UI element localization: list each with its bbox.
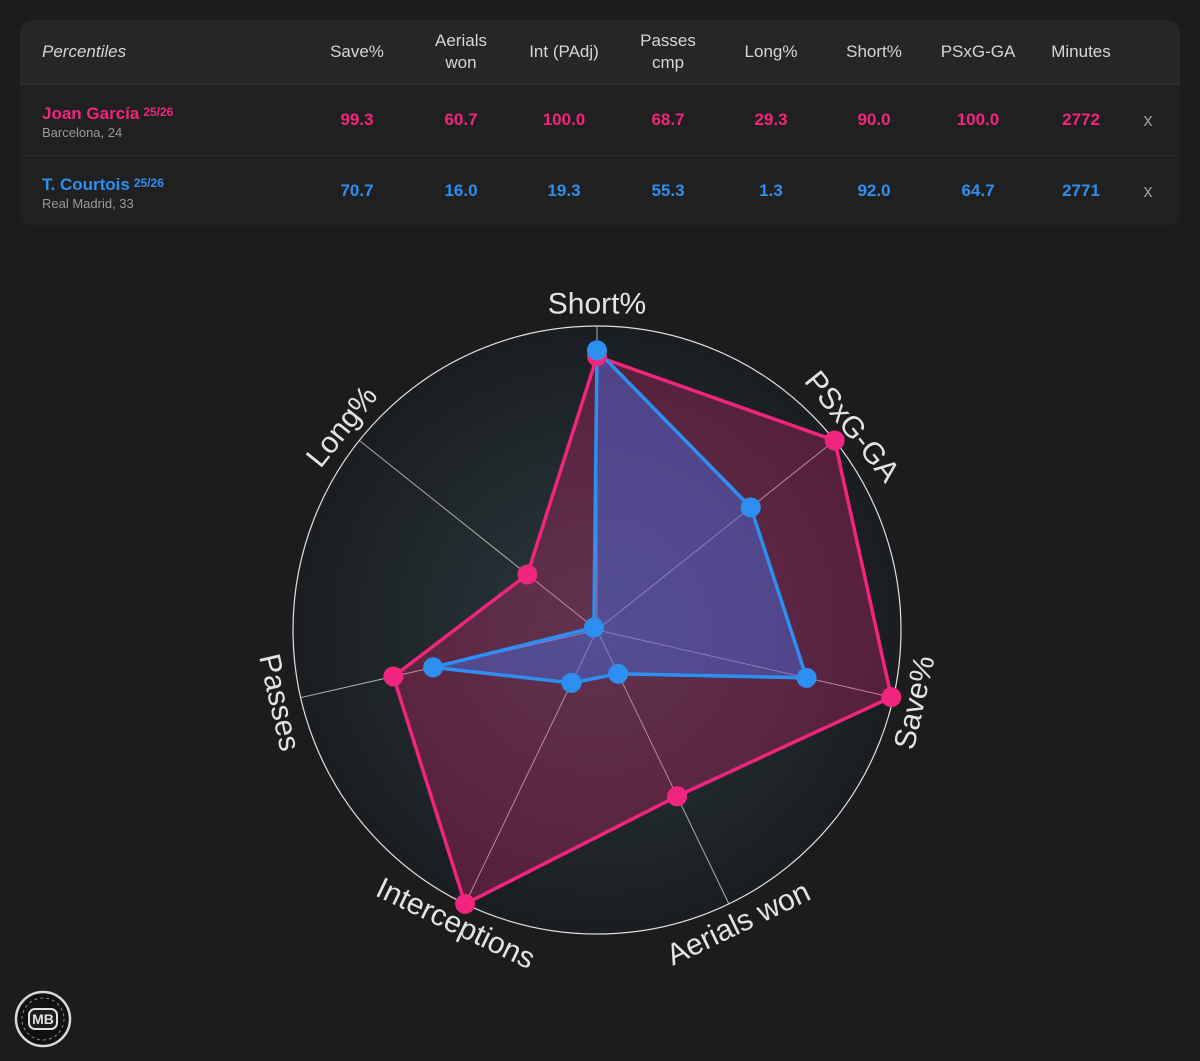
radar-series-area — [391, 354, 894, 906]
table-header-row: Percentiles Save% Aerials won Int (PAdj) Pa… — [20, 20, 1180, 85]
radar-data-point[interactable] — [583, 617, 604, 638]
radar-data-point[interactable] — [881, 687, 902, 708]
stat-value: 55.3 — [651, 181, 685, 200]
radar-data-point[interactable] — [517, 564, 538, 585]
radar-data-point[interactable] — [455, 893, 476, 914]
stat-value: 16.0 — [444, 181, 478, 200]
stat-value: 70.7 — [340, 181, 374, 200]
percentiles-table: Percentiles Save% Aerials won Int (PAdj) Pa… — [20, 20, 1180, 226]
remove-player-button[interactable]: x — [1143, 110, 1153, 130]
column-header[interactable]: Save% — [330, 42, 384, 61]
remove-player-button[interactable]: x — [1143, 181, 1153, 201]
table-title: Percentiles — [42, 42, 127, 61]
radar-data-point[interactable] — [608, 663, 629, 684]
player-club-age: Real Madrid, 33 — [42, 196, 134, 211]
column-header[interactable]: Short% — [846, 42, 902, 61]
player-row-garcia: Joan García 25/26 Barcelona, 24 99.3 60.7 1… — [20, 85, 1180, 156]
stat-value: 100.0 — [542, 110, 586, 129]
radar-spoke — [596, 440, 835, 631]
column-header[interactable]: Int (PAdj) — [529, 42, 599, 61]
column-header[interactable]: PSxG-GA — [940, 42, 1016, 61]
player-season: 25/26 — [143, 105, 174, 119]
radar-series-area — [431, 348, 809, 685]
logo-text: MB — [32, 1011, 54, 1027]
stat-value: 29.3 — [754, 110, 788, 129]
stat-value: 60.7 — [444, 110, 478, 129]
radar-data-point[interactable] — [561, 672, 582, 693]
radar-axis-label: Short% — [548, 288, 646, 321]
radar-data-point[interactable] — [667, 786, 688, 807]
radar-data-point[interactable] — [796, 667, 817, 688]
radar-data-point[interactable] — [383, 666, 404, 687]
radar-data-point[interactable] — [587, 340, 607, 361]
radar-data-point[interactable] — [423, 657, 444, 678]
stat-value: 1.3 — [759, 181, 783, 200]
player-name[interactable]: Joan García — [42, 104, 140, 123]
player-row-courtois: T. Courtois 25/26 Real Madrid, 33 70.7 16.… — [20, 156, 1180, 226]
radar-data-point[interactable] — [824, 430, 845, 451]
stat-value: 2771 — [1062, 181, 1100, 200]
player-season: 25/26 — [133, 176, 164, 190]
stat-value: 64.7 — [961, 181, 995, 200]
player-name[interactable]: T. Courtois — [42, 175, 130, 194]
column-header[interactable]: Long% — [744, 42, 798, 61]
stat-value: 90.0 — [857, 110, 891, 129]
stat-value: 100.0 — [956, 110, 1000, 129]
radar-spoke — [596, 629, 894, 699]
stat-value: 19.3 — [547, 181, 581, 200]
stat-value: 99.3 — [340, 110, 374, 129]
player-info: T. Courtois 25/26 Real Madrid, 33 — [42, 175, 164, 211]
stat-value: 2772 — [1062, 110, 1100, 129]
player-club-age: Barcelona, 24 — [42, 125, 123, 140]
column-header[interactable]: Minutes — [1051, 42, 1111, 61]
radar-spoke — [359, 440, 598, 631]
column-header[interactable]: Aerials won — [435, 31, 487, 72]
stat-value: 68.7 — [651, 110, 685, 129]
player-info: Joan García 25/26 Barcelona, 24 — [42, 104, 173, 140]
radar-data-point[interactable] — [740, 497, 761, 518]
stat-value: 92.0 — [857, 181, 891, 200]
column-header[interactable]: Passes cmp — [640, 31, 696, 72]
mb-logo: MB — [14, 990, 72, 1048]
